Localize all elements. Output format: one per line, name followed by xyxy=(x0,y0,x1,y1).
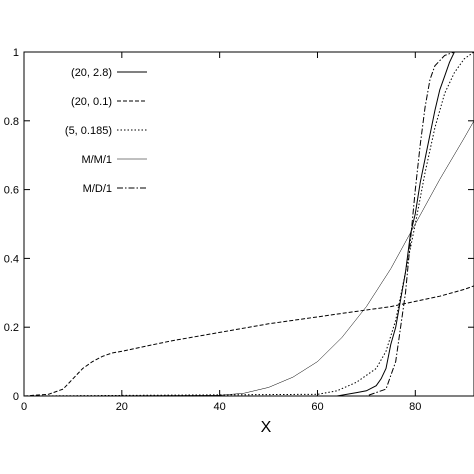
y-tick-label: 0.6 xyxy=(4,185,19,197)
series-line-20-2-8 xyxy=(24,52,474,396)
series-line-m-m-1 xyxy=(24,120,474,396)
x-axis-label: X xyxy=(261,419,272,436)
x-tick-label: 60 xyxy=(311,401,323,413)
y-tick-label: 0.8 xyxy=(4,116,19,128)
legend-label: M/D/1 xyxy=(83,183,112,195)
x-tick-label: 0 xyxy=(21,401,27,413)
series-line-20-0-1 xyxy=(24,285,474,396)
x-tick-label: 80 xyxy=(409,401,421,413)
series-line-m-d-1 xyxy=(24,52,474,396)
y-tick-label: 0 xyxy=(13,391,19,403)
x-tick-label: 20 xyxy=(116,401,128,413)
series-lines xyxy=(24,52,474,396)
x-axis: 0 20 40 60 80 xyxy=(21,52,421,413)
legend-label: M/M/1 xyxy=(81,154,112,166)
y-tick-label: 0.2 xyxy=(4,322,19,334)
legend: (20, 2.8) (20, 0.1) (5, 0.185) M/M/1 M/D/1 xyxy=(65,67,147,195)
y-axis: 0 0.2 0.4 0.6 0.8 1 xyxy=(4,47,474,403)
legend-label: (20, 2.8) xyxy=(71,67,112,79)
y-tick-label: 1 xyxy=(13,47,19,59)
legend-label: (20, 0.1) xyxy=(71,96,112,108)
y-tick-label: 0.4 xyxy=(4,253,19,265)
series-line-5-0-185 xyxy=(24,52,474,396)
legend-label: (5, 0.185) xyxy=(65,125,112,137)
x-tick-label: 40 xyxy=(214,401,226,413)
